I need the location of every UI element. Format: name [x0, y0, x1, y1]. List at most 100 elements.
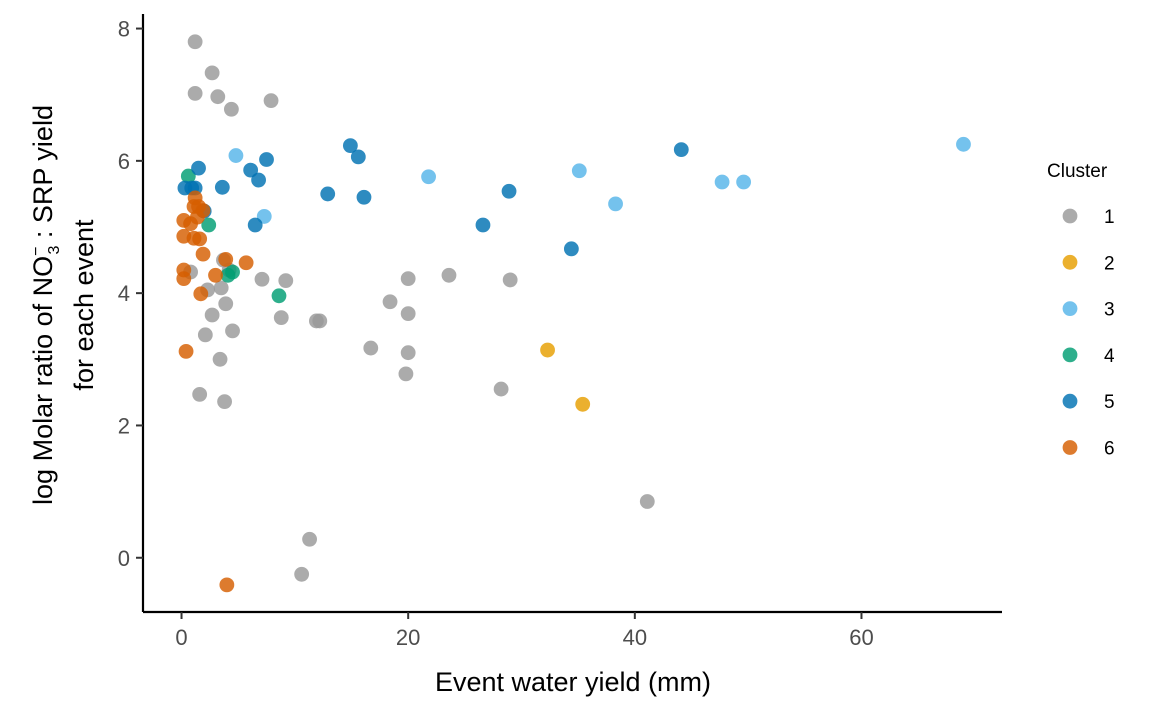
point-cluster-5 [259, 152, 274, 167]
point-cluster-5 [673, 142, 689, 158]
y-title-subscript: 3 [46, 246, 63, 255]
point-cluster-4 [180, 168, 196, 184]
point-cluster-1 [302, 531, 317, 547]
point-cluster-2 [540, 342, 555, 358]
y-title-suffix: : SRP yield [28, 105, 58, 246]
legend-title: Cluster [1047, 161, 1108, 182]
y-axis-title-line1: log Molar ratio of NO−3 : SRP yield [28, 105, 63, 505]
legend-label-2: 2 [1104, 253, 1115, 274]
point-cluster-1 [192, 386, 208, 402]
y-tick-label: 2 [118, 413, 130, 438]
x-tick-label: 20 [396, 625, 420, 650]
point-cluster-1 [441, 267, 457, 283]
point-cluster-5 [563, 241, 579, 257]
point-cluster-3 [736, 174, 752, 190]
point-cluster-1 [363, 340, 379, 356]
y-tick-label: 6 [118, 149, 130, 174]
point-cluster-6 [219, 577, 235, 593]
point-cluster-1 [400, 306, 416, 322]
point-cluster-5 [501, 183, 517, 199]
x-tick-label: 60 [849, 625, 873, 650]
point-cluster-5 [342, 138, 358, 154]
legend-key-5 [1062, 393, 1078, 409]
point-cluster-5 [475, 217, 491, 233]
point-cluster-1 [187, 34, 203, 50]
point-cluster-1 [217, 394, 232, 410]
point-cluster-1 [187, 85, 203, 101]
point-cluster-3 [571, 163, 587, 179]
axes-layer [141, 14, 1002, 614]
point-cluster-3 [421, 169, 436, 185]
y-ticks: 0 2 4 6 8 [118, 17, 143, 571]
points-layer [176, 34, 971, 593]
point-cluster-1 [225, 323, 240, 339]
x-ticks: 0 20 40 60 [175, 612, 874, 650]
legend-key-2 [1062, 254, 1078, 270]
point-cluster-5 [243, 162, 259, 178]
point-cluster-1 [493, 381, 509, 397]
point-cluster-5 [247, 217, 263, 233]
point-cluster-6 [238, 255, 254, 271]
y-title-prefix: log Molar ratio of NO [28, 256, 58, 505]
y-axis-title-line2: for each event [69, 219, 99, 391]
point-cluster-1 [400, 345, 416, 361]
point-cluster-1 [204, 307, 220, 323]
point-cluster-1 [400, 271, 416, 286]
x-axis-title: Event water yield (mm) [435, 667, 711, 697]
point-cluster-1 [213, 280, 229, 296]
point-cluster-1 [218, 296, 234, 312]
point-cluster-5 [320, 186, 336, 202]
point-cluster-4 [225, 264, 240, 280]
point-cluster-4 [271, 288, 287, 304]
point-cluster-5 [251, 172, 266, 188]
point-cluster-5 [350, 149, 366, 165]
point-cluster-1 [204, 65, 220, 81]
y-axis-title: log Molar ratio of NO−3 : SRP yield for … [28, 105, 99, 505]
legend-key-3 [1062, 301, 1078, 316]
point-cluster-1 [398, 366, 414, 382]
point-cluster-5 [356, 189, 372, 205]
point-cluster-3 [608, 196, 623, 212]
point-cluster-5 [214, 179, 230, 195]
legend: Cluster 1 2 3 4 5 6 [1047, 161, 1115, 460]
point-cluster-6 [193, 286, 209, 302]
point-cluster-1 [254, 271, 270, 287]
legend-key-6 [1062, 440, 1078, 455]
point-cluster-6 [192, 231, 208, 247]
point-cluster-1 [223, 101, 239, 117]
legend-label-4: 4 [1104, 346, 1115, 367]
point-cluster-1 [263, 93, 279, 109]
point-cluster-5 [191, 160, 206, 176]
legend-key-1 [1062, 208, 1078, 224]
y-tick-label: 4 [118, 281, 130, 306]
point-cluster-1 [197, 327, 213, 343]
y-tick-label: 0 [118, 546, 130, 571]
point-cluster-3 [228, 148, 244, 163]
y-tick-label: 8 [118, 17, 130, 42]
point-cluster-3 [956, 136, 971, 152]
point-cluster-1 [294, 566, 310, 582]
point-cluster-4 [201, 217, 217, 233]
legend-label-5: 5 [1104, 392, 1115, 413]
y-title-superscript: − [28, 247, 45, 256]
point-cluster-1 [278, 273, 294, 288]
legend-label-1: 1 [1104, 207, 1115, 228]
point-cluster-1 [639, 494, 655, 509]
point-cluster-2 [575, 396, 591, 412]
legend-label-6: 6 [1104, 439, 1115, 460]
point-cluster-1 [502, 272, 518, 288]
point-cluster-6 [208, 267, 223, 283]
legend-key-4 [1062, 347, 1078, 363]
legend-label-3: 3 [1104, 300, 1115, 321]
x-tick-label: 40 [623, 625, 647, 650]
point-cluster-1 [210, 89, 226, 105]
point-cluster-1 [382, 294, 398, 310]
x-tick-label: 0 [175, 625, 187, 650]
point-cluster-1 [212, 351, 228, 367]
point-cluster-6 [218, 252, 234, 267]
point-cluster-6 [176, 271, 192, 286]
point-cluster-6 [178, 343, 194, 359]
point-cluster-1 [273, 310, 289, 326]
